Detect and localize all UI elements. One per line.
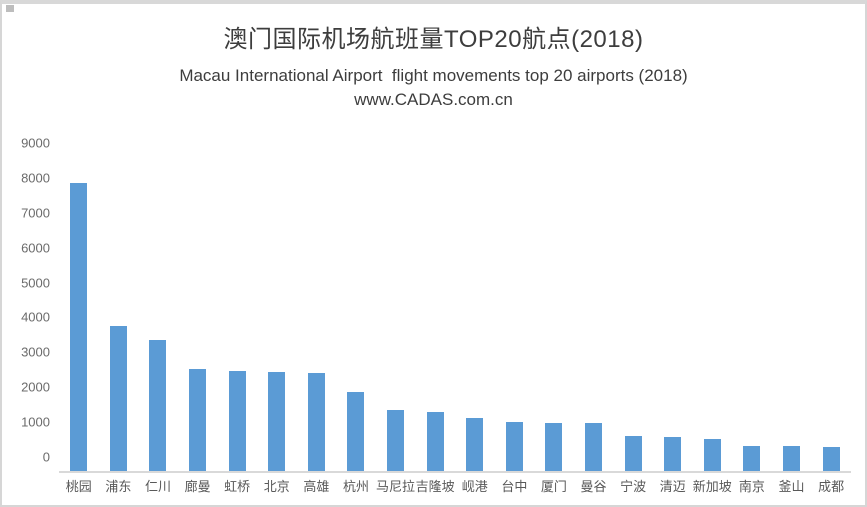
- bar-清迈: [664, 436, 682, 471]
- x-category-label: 廊曼: [184, 479, 211, 494]
- x-category-label: 马尼拉: [376, 479, 416, 494]
- bar-杭州: [347, 392, 365, 471]
- x-category-label: 浦东: [105, 479, 132, 494]
- bar-slot: [534, 157, 574, 471]
- plot-area: [59, 157, 851, 473]
- y-tick-label: 6000: [21, 240, 50, 256]
- x-category-label: 吉隆坡: [415, 479, 455, 494]
- y-tick-label: 9000: [21, 135, 50, 151]
- x-category-label: 厦门: [540, 479, 567, 494]
- y-tick-label: 2000: [21, 379, 50, 395]
- bar-高雄: [307, 372, 325, 471]
- bar-slot: [732, 157, 772, 471]
- bar-slot: [376, 157, 416, 471]
- x-category-label: 南京: [738, 479, 765, 494]
- bar-南京: [743, 445, 761, 471]
- y-tick-label: 5000: [21, 275, 50, 291]
- bar-slot: [336, 157, 376, 471]
- bar-slot: [455, 157, 495, 471]
- bar-马尼拉: [387, 409, 405, 471]
- bar-仁川: [149, 340, 167, 471]
- x-category-label: 虹桥: [224, 479, 251, 494]
- x-category-label: 桃园: [65, 479, 92, 494]
- y-axis: 0 1000 2000 3000 4000 5000 6000 7000 8000 9000: [10, 136, 50, 471]
- x-category-label: 岘港: [461, 479, 488, 494]
- bar-台中: [505, 421, 523, 471]
- bar-曼谷: [585, 423, 603, 471]
- bar-桃园: [70, 183, 88, 471]
- bar-chart: 0 1000 2000 3000 4000 5000 6000 7000 8000 9000 桃园…: [2, 4, 865, 505]
- bar-slot: [59, 157, 99, 471]
- x-category-label: 台中: [501, 479, 528, 494]
- bar-岘港: [466, 418, 484, 471]
- bar-新加坡: [703, 438, 721, 471]
- y-tick-label: 3000: [21, 344, 50, 360]
- x-category-label: 仁川: [144, 479, 171, 494]
- bar-廊曼: [189, 368, 207, 471]
- bar-slot: [178, 157, 218, 471]
- bar-slot: [811, 157, 851, 471]
- bar-slot: [257, 157, 297, 471]
- chart-title: 澳门国际机场航班量TOP20航点(2018): [223, 26, 644, 53]
- bar-slot: [574, 157, 614, 471]
- bar-slot: [772, 157, 812, 471]
- bar-成都: [822, 446, 840, 471]
- bar-slot: [138, 157, 178, 471]
- chart-subtitle: Macau International Airport flight movem…: [179, 66, 688, 85]
- x-axis: 桃园 浦东 仁川 廊曼 虹桥 北京 高雄 杭州 马尼拉 吉隆坡 岘港 台中 厦门 曼谷 宁波 清迈 新加坡 南京釜…: [59, 476, 851, 498]
- y-tick-label: 4000: [21, 309, 50, 325]
- bar-slot: [495, 157, 535, 471]
- bar-釜山: [782, 445, 800, 471]
- x-category-label: 高雄: [303, 479, 330, 494]
- y-tick-label: 0: [42, 449, 50, 465]
- x-category-label: 成都: [818, 479, 845, 494]
- x-category-label: 曼谷: [580, 479, 607, 494]
- bar-吉隆坡: [426, 412, 444, 471]
- y-tick-label: 7000: [21, 205, 50, 221]
- corner-artifact: [6, 5, 14, 12]
- bar-宁波: [624, 436, 642, 471]
- bar-厦门: [545, 422, 563, 471]
- x-category-label: 釜山: [778, 479, 805, 494]
- bar-浦东: [109, 326, 127, 471]
- x-category-label: 北京: [263, 479, 290, 494]
- bar-slot: [613, 157, 653, 471]
- bar-slot: [693, 157, 733, 471]
- bar-slot: [99, 157, 139, 471]
- bar-北京: [268, 371, 286, 471]
- bar-slot: [653, 157, 693, 471]
- watermark-url: www.CADAS.com.cn: [354, 90, 513, 109]
- bar-slot: [297, 157, 337, 471]
- y-tick-label: 8000: [21, 170, 50, 186]
- bar-slot: [415, 157, 455, 471]
- bar-slot: [217, 157, 257, 471]
- x-category-label: 新加坡: [692, 479, 732, 494]
- x-category-label: 清迈: [659, 479, 686, 494]
- x-category-label: 杭州: [342, 479, 369, 494]
- y-tick-label: 1000: [21, 414, 50, 430]
- x-category-label: 宁波: [620, 479, 647, 494]
- bar-虹桥: [228, 370, 246, 471]
